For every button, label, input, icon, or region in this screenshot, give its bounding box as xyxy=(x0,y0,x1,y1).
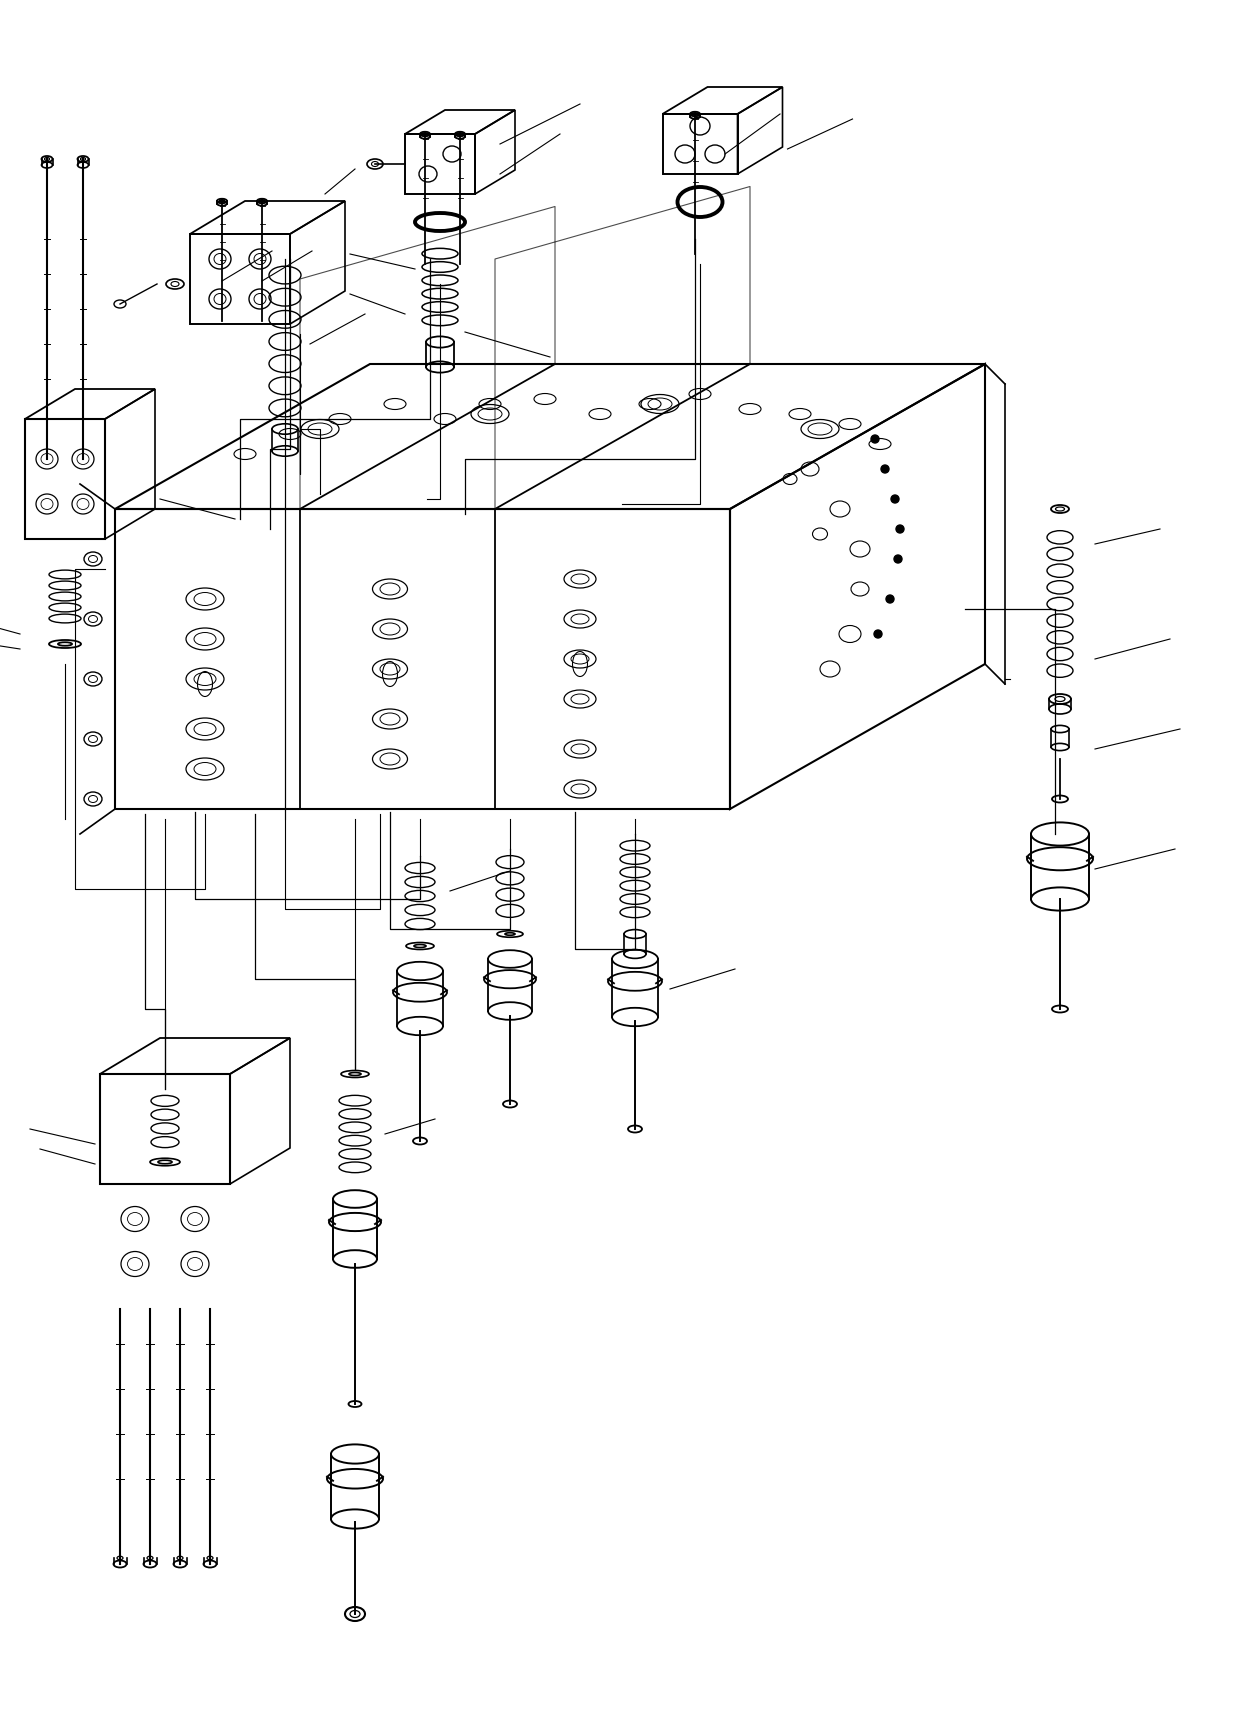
Bar xyxy=(663,114,738,175)
Bar xyxy=(100,1074,231,1185)
Circle shape xyxy=(891,497,900,503)
Circle shape xyxy=(871,436,878,443)
Circle shape xyxy=(873,631,882,638)
Circle shape xyxy=(881,465,888,474)
Bar xyxy=(25,420,105,540)
Circle shape xyxy=(896,526,905,533)
Circle shape xyxy=(893,555,902,564)
Circle shape xyxy=(886,595,893,604)
Bar xyxy=(405,135,475,195)
Bar xyxy=(189,235,290,325)
